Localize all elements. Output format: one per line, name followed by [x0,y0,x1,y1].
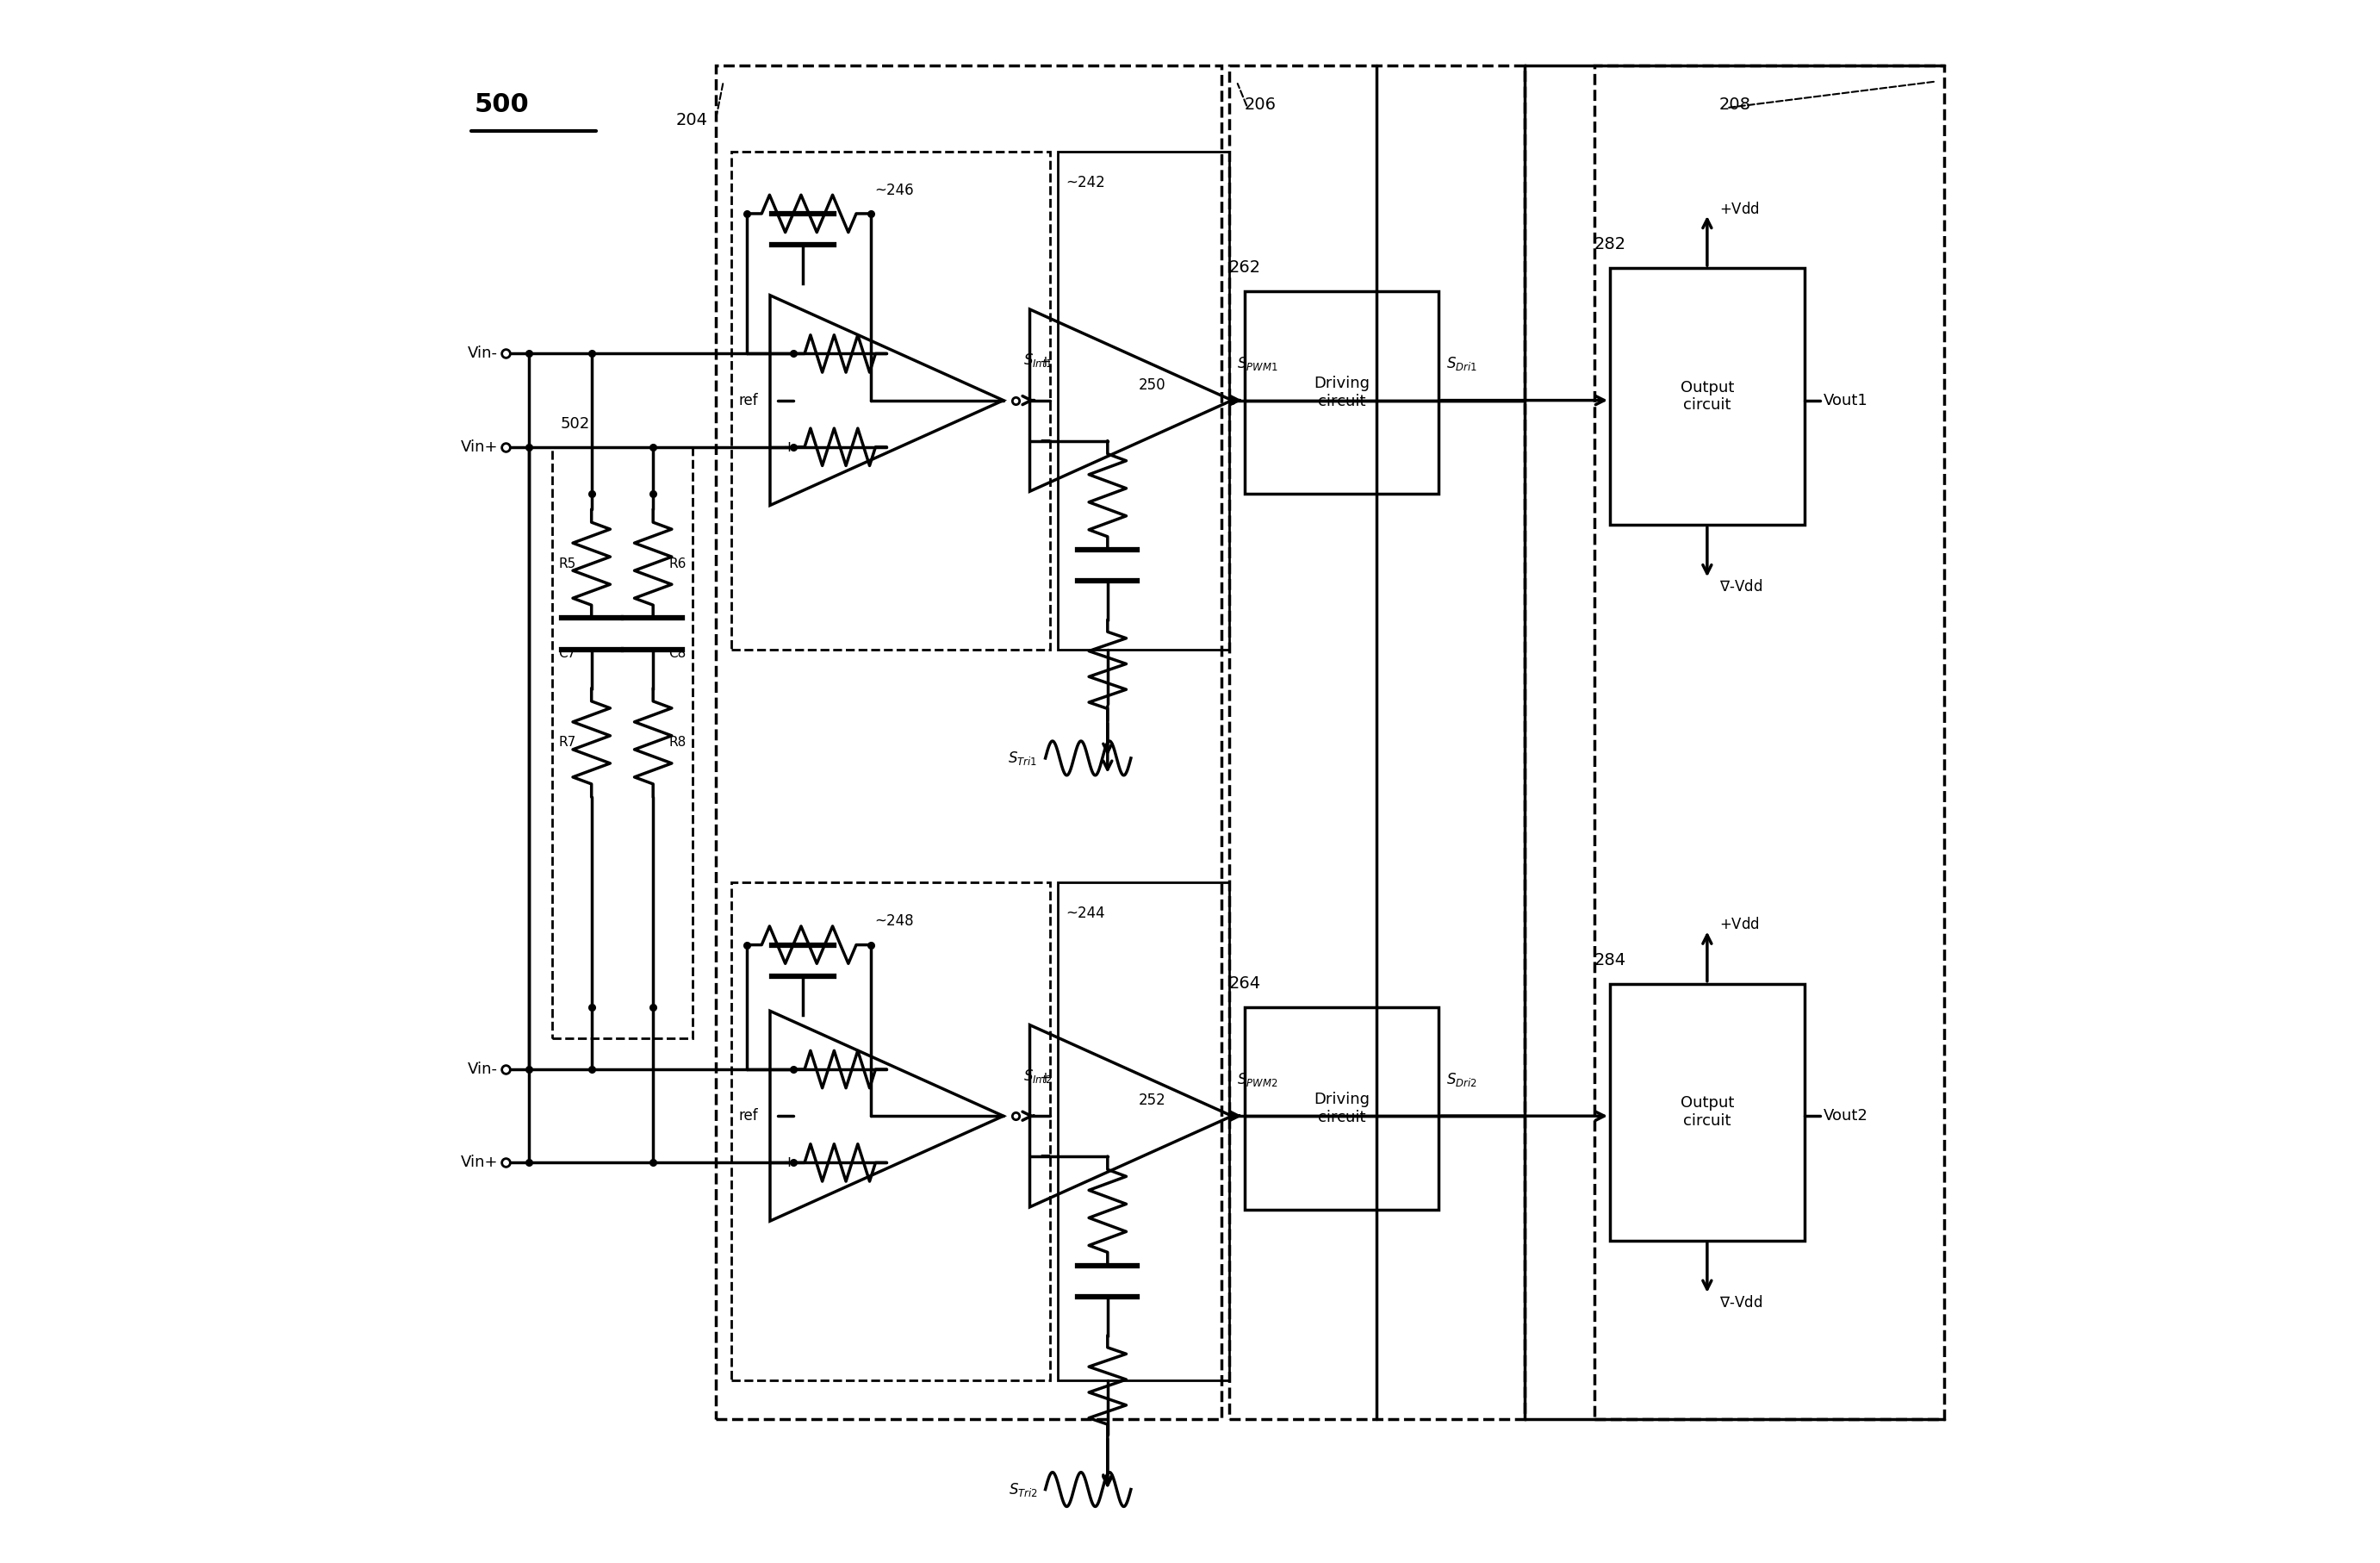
Text: 204: 204 [676,113,707,128]
Text: C8: C8 [669,647,685,661]
Text: 250: 250 [1138,377,1166,392]
Text: $S_{PWM2}$: $S_{PWM2}$ [1238,1071,1278,1088]
Text: $+$Vdd: $+$Vdd [1721,202,1759,217]
Text: 500: 500 [474,92,528,117]
Text: $-$: $-$ [1040,1147,1052,1163]
Text: 284: 284 [1595,952,1626,967]
Text: $-$: $-$ [783,345,795,361]
Bar [731,152,1050,649]
Text: Vin-: Vin- [469,345,497,361]
Text: Vin-: Vin- [469,1061,497,1077]
Text: $S_{Tri1}$: $S_{Tri1}$ [1009,750,1038,767]
Text: ~244: ~244 [1066,907,1104,922]
Text: 282: 282 [1595,236,1626,253]
Text: $-$: $-$ [783,1061,795,1077]
Bar [1595,66,1944,1419]
Text: $S_{Dri1}$: $S_{Dri1}$ [1447,355,1478,372]
Text: $+$: $+$ [783,1155,795,1171]
Text: $+$: $+$ [1040,355,1052,370]
Text: 252: 252 [1138,1093,1166,1108]
Text: Output
circuit: Output circuit [1680,1096,1735,1128]
Bar [1609,269,1804,525]
Text: R6: R6 [669,558,685,570]
Text: Driving
circuit: Driving circuit [1314,1091,1368,1125]
Text: ~242: ~242 [1066,175,1104,191]
Text: Driving
circuit: Driving circuit [1314,375,1368,410]
Text: $S_{PWM1}$: $S_{PWM1}$ [1238,355,1278,372]
Bar [1245,1007,1440,1210]
Text: 262: 262 [1228,259,1261,275]
Bar [1057,883,1228,1380]
Bar [1609,983,1804,1241]
Text: 208: 208 [1718,97,1752,113]
Text: Output
circuit: Output circuit [1680,380,1735,413]
Bar [552,447,693,1038]
Text: $\nabla$-Vdd: $\nabla$-Vdd [1721,580,1764,596]
Text: C7: C7 [559,647,576,661]
Text: $\nabla$-Vdd: $\nabla$-Vdd [1721,1294,1764,1310]
Text: Vout1: Vout1 [1823,392,1868,408]
Text: ref: ref [738,392,759,408]
Text: ~248: ~248 [873,914,914,930]
Text: ref: ref [738,1108,759,1124]
Text: $-$: $-$ [1040,431,1052,447]
Text: R8: R8 [669,736,685,749]
Text: ~246: ~246 [873,183,914,199]
Text: $+$: $+$ [783,439,795,455]
Text: 502: 502 [559,416,590,431]
Text: $S_{Int1}$: $S_{Int1}$ [1023,352,1052,369]
Bar [1245,291,1440,494]
Text: $+$: $+$ [1040,1069,1052,1085]
Text: Vin+: Vin+ [459,439,497,455]
Text: $S_{Int2}$: $S_{Int2}$ [1023,1068,1052,1085]
Text: $S_{Dri2}$: $S_{Dri2}$ [1447,1071,1478,1088]
Bar [716,66,1221,1419]
Text: R7: R7 [559,736,576,749]
Bar [1228,66,1526,1419]
Bar [1057,152,1228,649]
Text: R5: R5 [559,558,576,570]
Text: $+$Vdd: $+$Vdd [1721,917,1759,933]
Text: 206: 206 [1245,97,1276,113]
Text: $S_{Tri2}$: $S_{Tri2}$ [1009,1480,1038,1497]
Bar [731,883,1050,1380]
Text: Vin+: Vin+ [459,1155,497,1171]
Text: 264: 264 [1228,975,1261,991]
Text: Vout2: Vout2 [1823,1108,1868,1124]
